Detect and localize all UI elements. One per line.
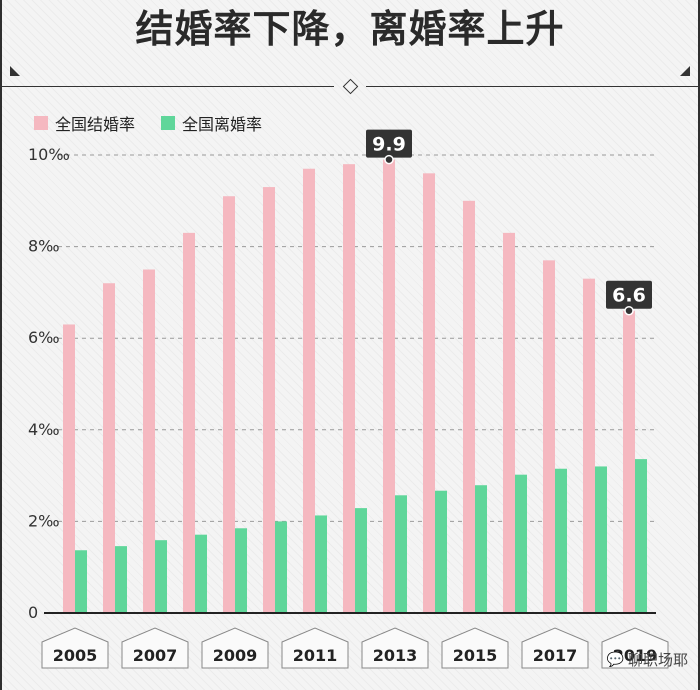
bar-divorce-rate bbox=[395, 495, 407, 613]
bar-marriage-rate bbox=[303, 168, 315, 614]
bar-divorce-rate bbox=[475, 485, 487, 613]
bar-marriage-rate bbox=[383, 159, 395, 613]
y-tick-label: 6‰ bbox=[28, 328, 60, 347]
bar-marriage-rate bbox=[223, 196, 235, 613]
bar-marriage-rate bbox=[63, 324, 75, 613]
page-title: 结婚率下降，离婚率上升 bbox=[135, 7, 565, 51]
legend-swatch-divorce bbox=[161, 116, 176, 130]
y-tick-label: 0 bbox=[28, 603, 38, 622]
bar-divorce-rate bbox=[315, 515, 327, 613]
y-tick-label: 8‰ bbox=[28, 237, 60, 256]
bar-divorce-rate bbox=[155, 540, 167, 613]
watermark: 💬 聊职场耶 bbox=[607, 649, 688, 670]
bar-marriage-rate bbox=[103, 283, 115, 613]
bar-divorce-rate bbox=[195, 534, 207, 613]
bar-marriage-rate bbox=[143, 269, 155, 613]
divider-line-right bbox=[366, 86, 700, 87]
x-tick-label: 2007 bbox=[133, 646, 178, 665]
bar-divorce-rate bbox=[355, 508, 367, 613]
callout-dot bbox=[384, 154, 394, 165]
bar-divorce-rate bbox=[235, 528, 247, 613]
y-tick-label: 4‰ bbox=[28, 420, 60, 439]
callout-dot bbox=[624, 305, 634, 316]
bar-divorce-rate bbox=[635, 459, 647, 613]
x-tick-label: 2017 bbox=[533, 646, 578, 665]
y-tick-label: 2‰ bbox=[28, 511, 60, 530]
x-tick-label: 2019 bbox=[613, 646, 658, 665]
bar-marriage-rate bbox=[343, 164, 355, 613]
watermark-text: 聊职场耶 bbox=[627, 651, 688, 669]
legend-item-divorce: 全国离婚率 bbox=[161, 111, 262, 135]
x-tick-label: 2009 bbox=[213, 646, 258, 665]
bar-marriage-rate bbox=[583, 278, 595, 613]
x-tick-tag bbox=[201, 627, 269, 669]
divider-line-left bbox=[0, 86, 334, 87]
bar-divorce-rate bbox=[595, 466, 607, 613]
bar-marriage-rate bbox=[463, 200, 475, 614]
bar-divorce-rate bbox=[75, 550, 87, 613]
x-tick-tag bbox=[41, 627, 109, 669]
x-tick-tag bbox=[441, 627, 509, 669]
legend-swatch-marriage bbox=[34, 116, 48, 130]
left-border bbox=[0, 0, 2, 690]
x-tick-label: 2011 bbox=[293, 646, 338, 665]
right-border bbox=[698, 0, 700, 690]
bar-marriage-rate bbox=[543, 260, 555, 613]
bar-divorce-rate bbox=[555, 468, 567, 613]
bar-divorce-rate bbox=[515, 474, 527, 613]
bar-marriage-rate bbox=[263, 187, 275, 613]
corner-triangle-left bbox=[10, 66, 20, 76]
x-tick-label: 2013 bbox=[373, 646, 418, 665]
legend-label-divorce: 全国离婚率 bbox=[182, 115, 263, 134]
legend-label-marriage: 全国结婚率 bbox=[55, 115, 136, 134]
x-tick-tag bbox=[281, 627, 349, 669]
bar-marriage-rate bbox=[503, 232, 515, 614]
bar-marriage-rate bbox=[423, 173, 435, 613]
x-tick-tag bbox=[121, 627, 189, 669]
x-tick-tag bbox=[601, 627, 669, 669]
wechat-icon: 💬 bbox=[606, 651, 624, 668]
legend-item-marriage: 全国结婚率 bbox=[34, 111, 135, 135]
bar-divorce-rate bbox=[275, 521, 287, 613]
callout-label: 9.9 bbox=[372, 134, 406, 156]
callout-box bbox=[606, 280, 652, 309]
bar-marriage-rate bbox=[623, 310, 635, 613]
x-tick-label: 2015 bbox=[453, 646, 498, 665]
bar-divorce-rate bbox=[435, 490, 447, 613]
x-tick-tag bbox=[361, 627, 429, 669]
chart-legend: 全国结婚率 全国离婚率 bbox=[34, 111, 262, 135]
callout-box bbox=[366, 129, 412, 158]
x-tick-label: 2005 bbox=[53, 646, 98, 665]
corner-triangle-right bbox=[680, 66, 690, 76]
y-tick-label: 10‰ bbox=[28, 145, 70, 164]
bar-divorce-rate bbox=[115, 546, 127, 613]
callout-label: 6.6 bbox=[612, 285, 646, 307]
x-tick-tag bbox=[521, 627, 589, 669]
bar-marriage-rate bbox=[183, 232, 195, 614]
